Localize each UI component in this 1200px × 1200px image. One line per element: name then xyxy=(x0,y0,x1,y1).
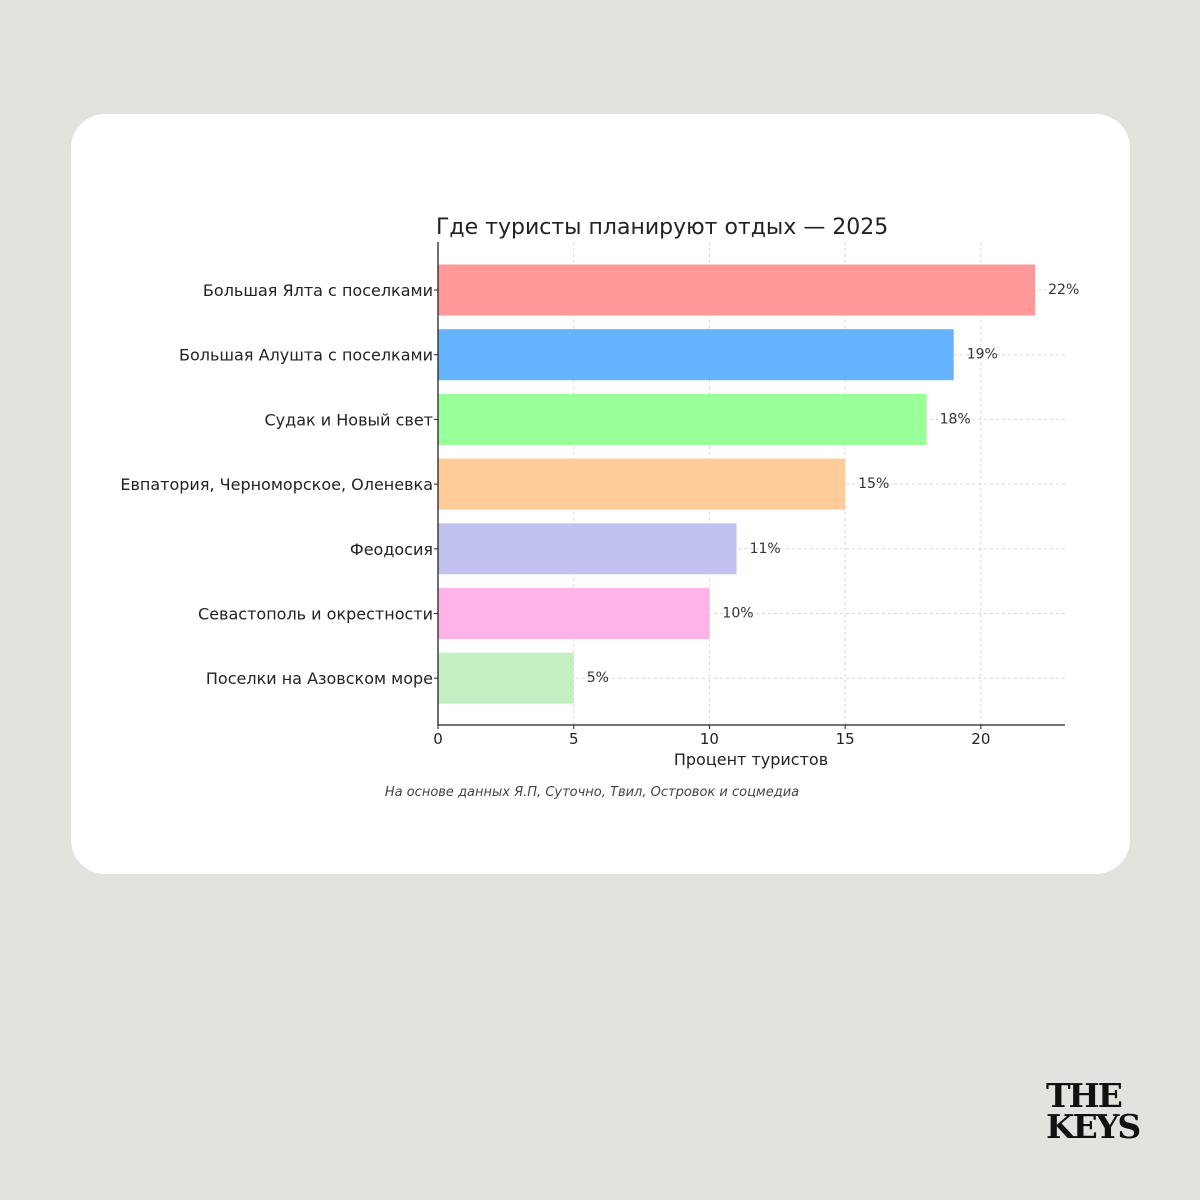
category-label: Большая Ялта с поселками xyxy=(203,281,433,300)
bar xyxy=(438,393,927,445)
bar xyxy=(438,264,1036,316)
x-tick-label: 5 xyxy=(569,730,579,748)
chart-title: Где туристы планируют отдых — 2025 xyxy=(436,215,888,240)
category-label: Евпатория, Черноморское, Оленевка xyxy=(120,475,433,494)
x-ticks: 0 5 10 15 20 xyxy=(433,725,990,748)
category-label: Феодосия xyxy=(350,540,433,559)
brand-logo: THE KEYS xyxy=(1046,1076,1141,1146)
category-label: Судак и Новый свет xyxy=(265,410,434,429)
data-label: 11% xyxy=(750,541,781,557)
x-tick-label: 20 xyxy=(971,730,990,748)
chart-card: Где туристы планируют отдых — 2025 Больш… xyxy=(71,114,1130,874)
data-label: 15% xyxy=(858,476,889,492)
bar xyxy=(438,329,954,381)
data-labels: 22% 19% 18% 15% 11% 10% 5% xyxy=(587,282,1080,686)
x-tick-label: 15 xyxy=(836,730,855,748)
category-label: Севастополь и окрестности xyxy=(198,605,433,624)
bars xyxy=(438,264,1036,704)
bar xyxy=(438,523,737,575)
data-label: 19% xyxy=(967,347,998,363)
source-note: На основе данных Я.П, Суточно, Твил, Ост… xyxy=(385,785,799,800)
bar-chart: Где туристы планируют отдых — 2025 Больш… xyxy=(120,215,1080,800)
brand-logo-line1: THE xyxy=(1046,1076,1123,1115)
data-label: 18% xyxy=(940,411,971,427)
x-axis-label: Процент туристов xyxy=(674,750,828,769)
axes xyxy=(434,242,1065,726)
bar xyxy=(438,588,710,639)
category-label: Поселки на Азовском море xyxy=(206,669,433,688)
brand-logo-line2: KEYS xyxy=(1046,1107,1141,1146)
x-tick-label: 10 xyxy=(700,730,719,748)
bar xyxy=(438,458,846,510)
data-label: 22% xyxy=(1048,282,1079,298)
category-label: Большая Алушта с поселками xyxy=(179,346,433,365)
data-label: 10% xyxy=(722,606,753,622)
data-label: 5% xyxy=(587,670,609,686)
category-labels: Большая Ялта с поселками Большая Алушта с… xyxy=(120,281,433,688)
x-tick-label: 0 xyxy=(433,730,443,748)
bar xyxy=(438,652,574,704)
